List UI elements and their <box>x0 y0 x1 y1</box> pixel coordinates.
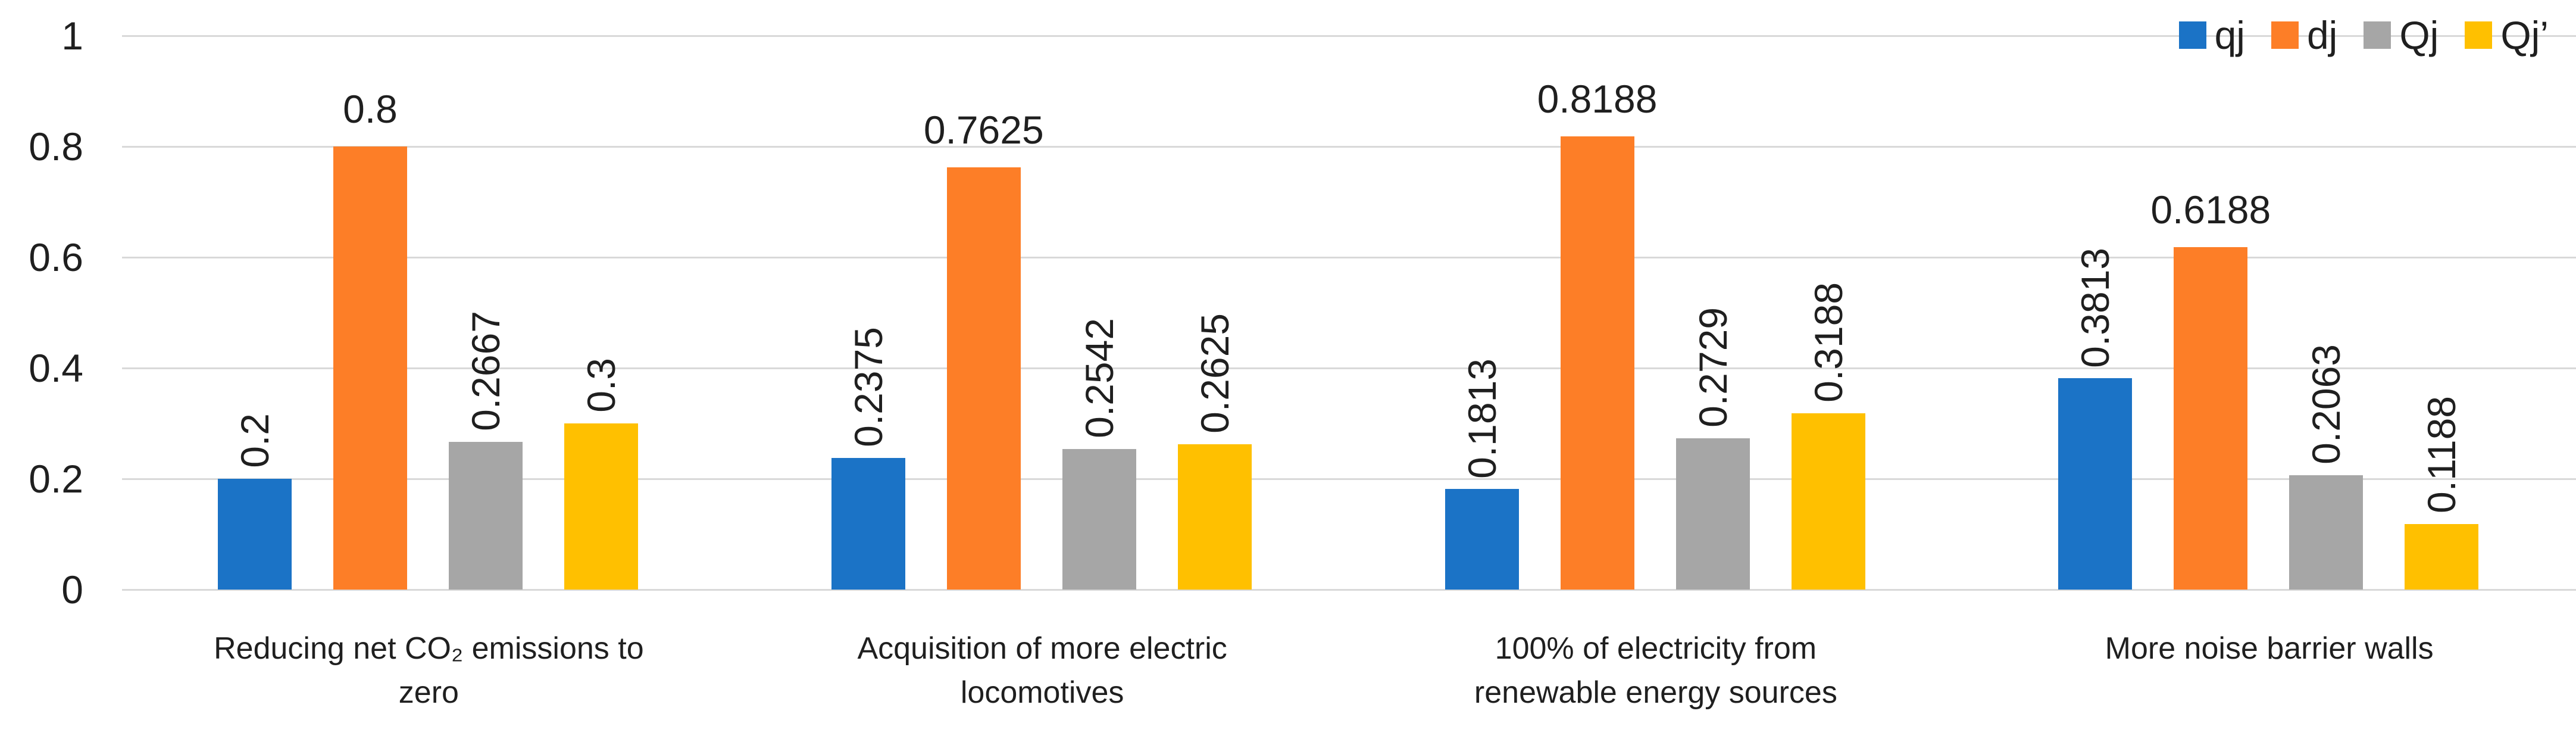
x-axis-category-label: 100% of electricity from renewable energ… <box>1474 631 1837 710</box>
gridline <box>122 589 2576 591</box>
legend-label: dj <box>2306 13 2338 57</box>
bar-qj <box>2058 378 2133 590</box>
legend-item-qj: qj <box>2178 13 2245 57</box>
bar-value-label: 0.2375 <box>846 327 890 448</box>
gridline <box>122 367 2576 369</box>
bar-value-label: 0.2625 <box>1192 313 1237 434</box>
x-axis-category-label: Reducing net CO₂ emissions to zero <box>214 631 644 710</box>
y-axis-tick-label: 0.4 <box>29 346 83 390</box>
bar-value-label: 0.8188 <box>1537 76 1658 121</box>
bar-value-label: 0.8 <box>343 87 398 131</box>
bar-Qj’ <box>564 423 638 590</box>
y-axis-tick-label: 1 <box>61 14 83 58</box>
bar-qj <box>218 479 292 590</box>
legend-label: Qj <box>2399 13 2439 57</box>
bar-Qj <box>1675 438 1750 590</box>
y-axis-tick-label: 0.8 <box>29 124 83 169</box>
bar-value-label: 0.3 <box>579 358 623 413</box>
legend-label: qj <box>2214 13 2245 57</box>
gridline <box>122 146 2576 148</box>
bar-qj <box>831 458 905 590</box>
gridline <box>122 257 2576 258</box>
x-axis-category-label: Acquisition of more electric locomotives <box>857 631 1227 710</box>
bar-Qj’ <box>2405 523 2479 590</box>
bar-Qj <box>2289 475 2364 590</box>
bar-value-label: 0.1188 <box>2419 395 2464 513</box>
y-axis-tick-label: 0 <box>61 568 83 612</box>
bar-value-label: 0.2542 <box>1077 317 1121 438</box>
bar-Qj <box>1062 448 1136 590</box>
bar-dj <box>333 146 407 590</box>
x-axis-category-label: More noise barrier walls <box>2105 631 2434 666</box>
bar-value-label: 0.2729 <box>1690 307 1735 428</box>
bar-Qj’ <box>1791 413 1865 590</box>
bar-value-label: 0.6188 <box>2150 187 2271 232</box>
bar-qj <box>1445 489 1519 590</box>
legend-swatch-icon <box>2178 21 2206 49</box>
y-axis-tick-label: 0.2 <box>29 457 83 501</box>
bar-value-label: 0.2 <box>233 413 277 468</box>
legend-swatch-icon <box>2465 21 2493 49</box>
bar-value-label: 0.7625 <box>923 107 1044 152</box>
bar-value-label: 0.2667 <box>464 311 508 431</box>
bar-value-label: 0.1813 <box>1459 358 1504 479</box>
bar-value-label: 0.2063 <box>2304 344 2349 465</box>
bar-dj <box>2174 247 2248 590</box>
legend-label: Qj’ <box>2500 13 2549 57</box>
gridline <box>122 35 2576 37</box>
legend-item-Qj: Qj <box>2364 15 2439 55</box>
legend-swatch-icon <box>2271 21 2299 49</box>
bar-Qj’ <box>1177 444 1252 590</box>
legend: qj dj Qj Qj’ <box>2178 8 2549 62</box>
bar-value-label: 0.3813 <box>2073 247 2118 368</box>
gridline <box>122 478 2576 480</box>
bar-value-label: 0.3188 <box>1806 282 1850 403</box>
legend-item-dj: dj <box>2271 15 2337 55</box>
bar-dj <box>1560 136 1634 590</box>
y-axis-tick-label: 0.6 <box>29 235 83 279</box>
legend-item-Qj’: Qj’ <box>2465 15 2549 55</box>
bar-dj <box>946 167 1021 590</box>
legend-swatch-icon <box>2364 21 2391 49</box>
bar-Qj <box>449 441 523 590</box>
